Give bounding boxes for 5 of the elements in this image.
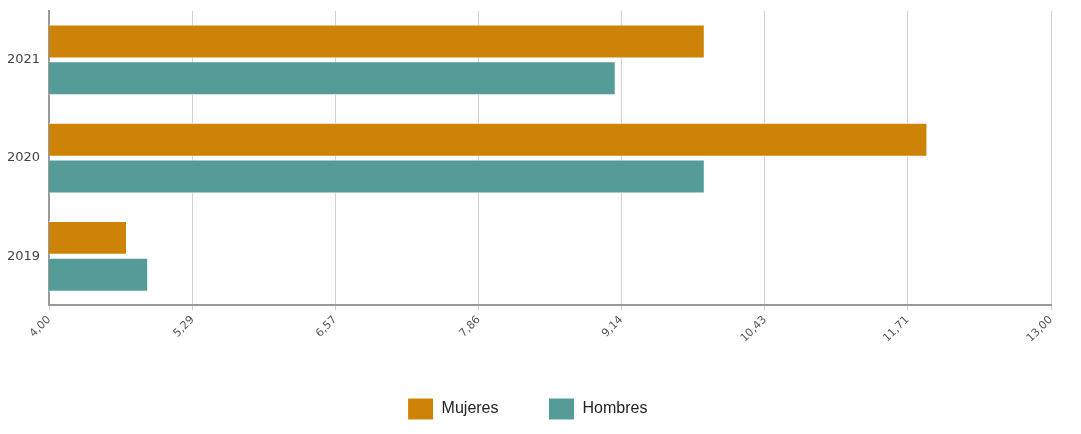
y-tick-label: 2020 <box>6 149 41 165</box>
y-tick-label: 2019 <box>6 247 41 263</box>
y-tick-label: 2021 <box>6 51 41 67</box>
legend-label: Hombres <box>582 399 648 417</box>
legend-label: Mujeres <box>441 399 499 417</box>
